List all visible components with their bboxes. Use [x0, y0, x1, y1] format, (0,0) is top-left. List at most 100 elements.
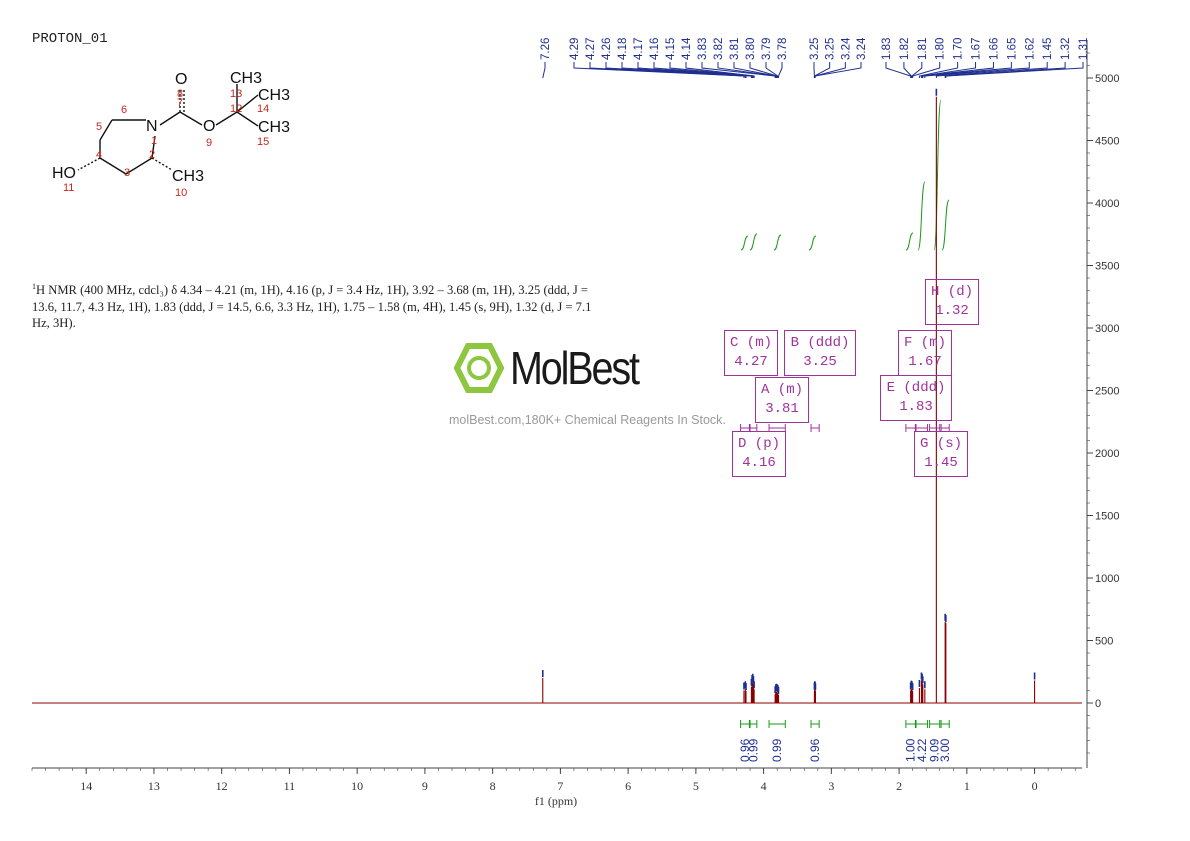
atom-label: CH3	[230, 70, 262, 87]
peak-leader-line	[765, 62, 779, 78]
integration-value: 4.22	[915, 738, 929, 762]
multiplet-box-d: D (p) 4.16	[732, 431, 786, 477]
peak-label: 3.24	[856, 37, 868, 60]
x-tick-label: 13	[148, 779, 160, 793]
integration-value: 3.00	[938, 738, 952, 762]
peak-leader-line	[885, 62, 912, 78]
multiplet-box-f: F (m) 1.67	[898, 330, 952, 376]
atom-number: 2	[149, 149, 155, 161]
atom-number: 4	[96, 149, 102, 161]
molecule-structure	[77, 84, 259, 175]
integration-value: 0.96	[808, 738, 822, 762]
x-tick-label: 9	[422, 779, 428, 793]
y-tick-label: 1500	[1095, 511, 1119, 523]
peak-label: 1.66	[988, 38, 1000, 60]
peak-label: 1.83	[881, 38, 893, 60]
peak-label: 1.31	[1078, 38, 1090, 60]
peak-leader-line	[922, 62, 1012, 78]
peak-label: 1.80	[935, 38, 947, 60]
peak-label: 4.15	[665, 38, 677, 60]
atom-number: 7	[177, 97, 183, 109]
multiplet-box-h: H (d) 1.32	[925, 279, 979, 325]
y-tick-label: 3000	[1095, 323, 1119, 335]
multiplet-shift: 1.32	[935, 303, 969, 319]
y-tick-label: 4000	[1095, 198, 1119, 210]
integration-value: 0.96	[738, 738, 752, 762]
integration-value: 0.99	[770, 738, 784, 762]
y-tick-label: 1000	[1095, 573, 1119, 585]
atom-number: 15	[257, 136, 269, 148]
peak-label: 3.25	[809, 38, 821, 60]
multiplet-box-g: G (s) 1.45	[914, 431, 968, 477]
peak-label: 1.62	[1024, 38, 1036, 60]
multiplet-box-a: A (m) 3.81	[755, 377, 809, 423]
atom-label: CH3	[258, 87, 290, 104]
x-tick-label: 8	[490, 779, 496, 793]
y-tick-label: 5000	[1095, 73, 1119, 85]
experiment-title: PROTON_01	[32, 31, 108, 47]
atom-number: 8	[177, 88, 183, 100]
multiplet-shift: 3.81	[765, 401, 799, 417]
peak-label: 3.80	[745, 38, 757, 60]
y-tick-label: 2500	[1095, 386, 1119, 398]
peak-leader-line	[653, 62, 754, 78]
atom-number: 5	[96, 121, 102, 133]
watermark-brand: MolBest	[510, 342, 640, 394]
molbest-logo-icon	[453, 343, 505, 393]
atom-number: 6	[121, 104, 127, 116]
integral-curve	[933, 99, 942, 251]
multiplet-label: H (d)	[930, 284, 973, 300]
y-tick-label: 0	[1095, 698, 1101, 710]
x-axis-label: f1 (ppm)	[535, 794, 577, 808]
integral-curve	[905, 232, 914, 251]
x-tick-label: 4	[761, 779, 767, 793]
peak-leader-line	[920, 62, 977, 78]
x-tick-label: 11	[284, 779, 296, 793]
multiplet-label: G (s)	[919, 436, 962, 452]
peak-label: 3.83	[697, 38, 709, 60]
multiplet-label: A (m)	[760, 382, 803, 398]
peak-leader-line	[814, 62, 862, 78]
atom-number: 10	[175, 187, 187, 199]
atom-number: 12	[230, 103, 242, 115]
peak-label: 1.67	[971, 38, 983, 60]
peak-leader-line	[935, 62, 1048, 78]
x-tick-label: 10	[351, 779, 363, 793]
integral-curve	[808, 235, 817, 251]
peak-label: 1.70	[953, 38, 965, 60]
peak-label: 1.65	[1006, 38, 1018, 60]
atom-number: 3	[124, 167, 130, 179]
peak-leader-line	[701, 62, 776, 78]
x-tick-label: 14	[80, 779, 92, 793]
atom-number: 13	[230, 88, 242, 100]
peak-label: 3.78	[777, 38, 789, 60]
peak-label-group: 7.26 4.29 4.27 4.26 4.18 4.17 4.16 4.15 4.14 3.83…	[540, 37, 1090, 79]
atom-label: CH3	[172, 168, 204, 185]
multiplet-shift: 1.83	[899, 399, 933, 415]
multiplet-label: E (ddd)	[886, 380, 946, 396]
atom-label: O	[175, 71, 187, 88]
integration-value: 1.00	[904, 738, 918, 762]
integral-curve	[773, 234, 782, 251]
peak-leader-line	[717, 62, 777, 78]
spectrum-trace	[32, 88, 1082, 704]
peak-label: 4.16	[649, 38, 661, 60]
nmr-description: 1H NMR (400 MHz, cdcl₃) δ 4.34 – 4.21 (m…	[32, 279, 592, 332]
x-tick-label: 3	[828, 779, 834, 793]
peak-label: 4.26	[601, 38, 613, 60]
peak-label: 4.27	[585, 38, 597, 60]
multiplet-box-e: E (ddd) 1.83	[880, 375, 952, 421]
atom-label: N	[146, 118, 158, 135]
peak-label: 4.17	[633, 38, 645, 60]
peak-leader-line	[903, 62, 912, 78]
integration-values: 0.960.99 0.99 0.96 1.004.229.093.00	[738, 424, 952, 762]
nmr-description-text: H NMR (400 MHz, cdcl₃) δ 4.34 – 4.21 (m,…	[32, 283, 592, 331]
peak-leader-line	[944, 62, 1066, 78]
peak-label: 7.26	[540, 38, 552, 60]
multiplet-shift: 1.67	[908, 354, 942, 370]
peak-label: 4.14	[681, 37, 693, 60]
peak-leader-line	[542, 62, 546, 79]
multiplet-label: C (m)	[729, 335, 772, 351]
peak-leader-line	[685, 62, 755, 78]
x-tick-label: 0	[1032, 779, 1038, 793]
